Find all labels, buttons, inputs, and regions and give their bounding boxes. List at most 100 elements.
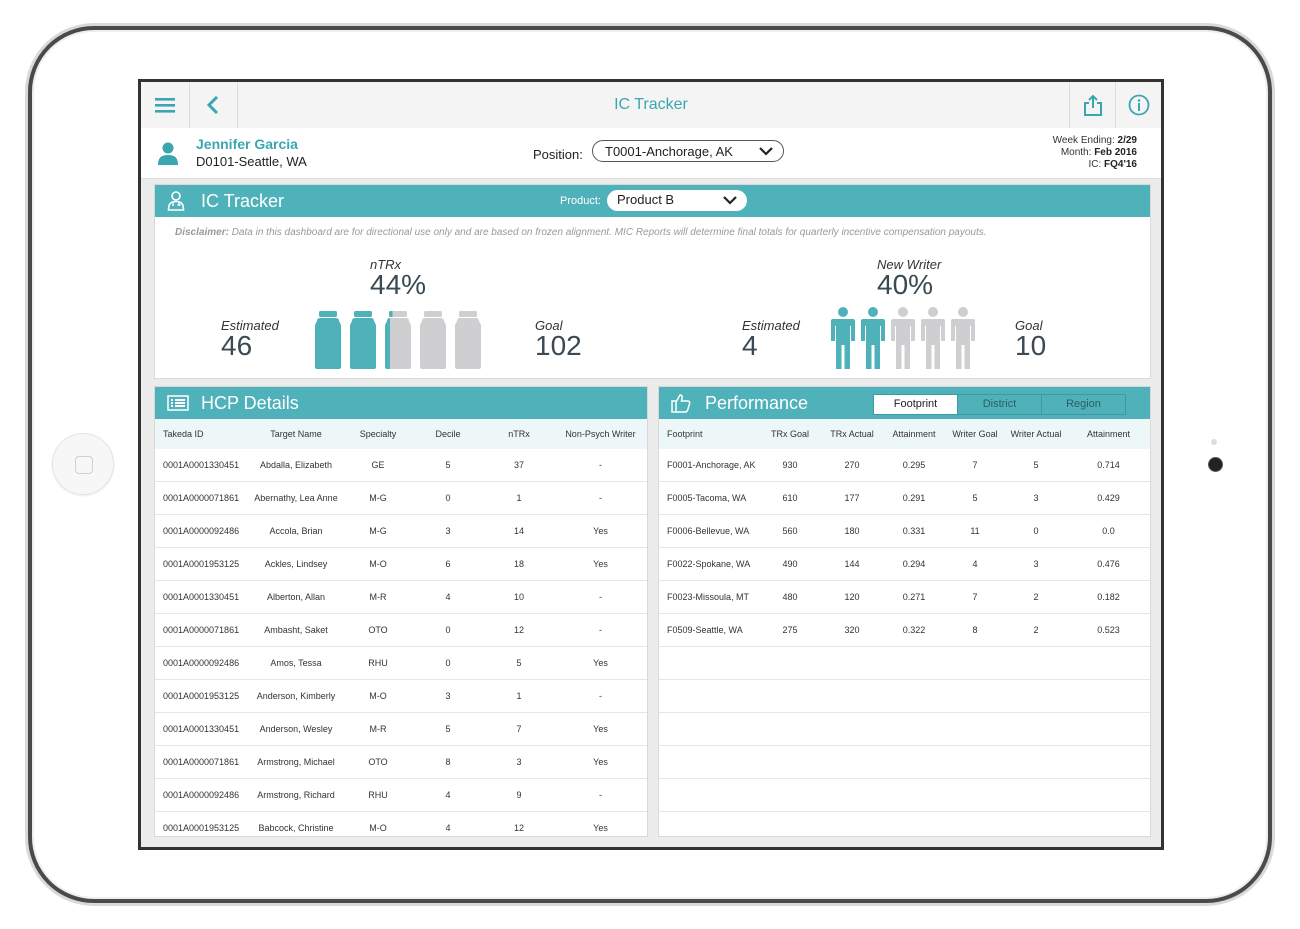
hcp-row[interactable]: 0001A0000071861 Ambasht, Saket OTO 0 12- — [155, 613, 647, 647]
ntrx-label: nTRx — [370, 257, 402, 272]
column-header[interactable]: Attainment — [883, 419, 945, 449]
ic-tracker-header: IC Tracker Product: Product B — [155, 185, 1150, 217]
tab-footprint[interactable]: Footprint — [874, 395, 957, 414]
table-cell: - — [554, 481, 647, 515]
performance-row[interactable]: F0005-Tacoma, WA 610 177 0.291 5 3 0.429 — [659, 481, 1150, 515]
hcp-row[interactable]: 0001A0000071861 Abernathy, Lea Anne M-G 0 1- — [155, 481, 647, 515]
hcp-row[interactable]: 0001A0001953125 Anderson, Kimberly M-O 3 1- — [155, 679, 647, 713]
table-cell: - — [554, 580, 647, 614]
hcp-row[interactable]: 0001A0000071861 Armstrong, Michael OTO 8 3 Ye… — [155, 745, 647, 779]
person-icon — [831, 307, 855, 369]
column-header[interactable]: Non-Psych Writer — [554, 419, 647, 449]
share-icon — [1084, 94, 1102, 116]
sensor-dot — [1211, 439, 1217, 445]
top-bar: IC Tracker — [141, 82, 1161, 129]
menu-button[interactable] — [141, 82, 189, 128]
empty-row — [659, 811, 1150, 836]
hcp-row[interactable]: 0001A0001953125 Babcock, Christine M-O 4 12 Y… — [155, 811, 647, 836]
performance-title: Performance — [705, 393, 809, 413]
hcp-row[interactable]: 0001A0000092486 Accola, Brian M-G 3 14 Yes — [155, 514, 647, 548]
week-value: 2/29 — [1117, 135, 1137, 146]
empty-row — [659, 712, 1150, 746]
hcp-row[interactable]: 0001A0000092486 Amos, Tessa RHU 0 5 Yes — [155, 646, 647, 680]
share-button[interactable] — [1069, 82, 1117, 128]
empty-row — [659, 646, 1150, 680]
writer-people-gauge — [831, 307, 975, 369]
table-cell: F0023-Missoula, MT — [659, 580, 759, 614]
hcp-row[interactable]: 0001A0000092486 Armstrong, Richard RHU 4 9- — [155, 778, 647, 812]
hcp-row[interactable]: 0001A0001330451 Alberton, Allan M-R 4 10- — [155, 580, 647, 614]
ic-label: IC: — [1088, 159, 1102, 170]
table-cell: 5 — [1005, 449, 1067, 482]
app-screen: IC Tracker Jennifer Garcia D0101-Seattle… — [138, 79, 1164, 850]
table-cell: Anderson, Kimberly — [248, 679, 344, 713]
column-header[interactable]: Takeda ID — [155, 419, 248, 449]
column-header[interactable]: Writer Actual — [1005, 419, 1067, 449]
product-select[interactable]: Product B — [607, 190, 747, 211]
table-cell: 1 — [484, 679, 554, 713]
position-value: T0001-Anchorage, AK — [605, 144, 733, 159]
table-cell: Yes — [554, 811, 647, 836]
table-cell: 4 — [945, 547, 1005, 581]
column-header[interactable]: TRx Goal — [759, 419, 821, 449]
back-button[interactable] — [189, 82, 237, 128]
table-cell: - — [554, 449, 647, 482]
column-header[interactable]: Target Name — [248, 419, 344, 449]
table-cell: 12 — [484, 613, 554, 647]
empty-row — [659, 745, 1150, 779]
performance-row[interactable]: F0023-Missoula, MT 480 120 0.271 7 2 0.182 — [659, 580, 1150, 614]
table-cell: M-G — [344, 481, 412, 515]
info-button[interactable] — [1115, 82, 1161, 128]
performance-row[interactable]: F0001-Anchorage, AK 930 270 0.295 7 5 0.714 — [659, 449, 1150, 482]
table-cell: Ambasht, Saket — [248, 613, 344, 647]
table-cell: 0001A0001953125 — [155, 547, 248, 581]
column-header[interactable]: Attainment — [1067, 419, 1150, 449]
chevron-down-icon — [723, 196, 737, 205]
table-cell: 270 — [821, 449, 883, 482]
table-cell: 6 — [412, 547, 484, 581]
table-cell: Yes — [554, 745, 647, 779]
table-cell: 0.429 — [1067, 481, 1150, 515]
column-header[interactable]: Footprint — [659, 419, 759, 449]
table-cell: 0.331 — [883, 514, 945, 548]
table-cell: M-R — [344, 712, 412, 746]
ic-tracker-title: IC Tracker — [201, 191, 285, 211]
performance-row[interactable]: F0022-Spokane, WA 490 144 0.294 4 3 0.476 — [659, 547, 1150, 581]
position-select[interactable]: T0001-Anchorage, AK — [592, 140, 784, 162]
person-icon — [861, 307, 885, 369]
performance-row[interactable]: F0006-Bellevue, WA 560 180 0.331 11 0 0.0 — [659, 514, 1150, 548]
column-header[interactable]: Writer Goal — [945, 419, 1005, 449]
performance-row[interactable]: F0509-Seattle, WA 275 320 0.322 8 2 0.523 — [659, 613, 1150, 647]
hcp-row[interactable]: 0001A0001330451 Anderson, Wesley M-R 5 7 Yes — [155, 712, 647, 746]
hcp-row[interactable]: 0001A0001953125 Ackles, Lindsey M-O 6 18 Yes — [155, 547, 647, 581]
empty-cell — [659, 646, 1150, 680]
table-cell: 5 — [412, 712, 484, 746]
table-cell: 490 — [759, 547, 821, 581]
empty-cell — [659, 778, 1150, 812]
ntrx-estimated-label: Estimated — [221, 318, 279, 333]
ic-value: FQ4'16 — [1104, 159, 1137, 170]
ntrx-goal-label: Goal — [535, 318, 563, 333]
table-cell: 0001A0000071861 — [155, 613, 248, 647]
tab-district[interactable]: District — [957, 395, 1041, 414]
table-cell: 0001A0000092486 — [155, 514, 248, 548]
empty-row — [659, 679, 1150, 713]
column-header[interactable]: Specialty — [344, 419, 412, 449]
column-header[interactable]: TRx Actual — [821, 419, 883, 449]
table-cell: 0 — [1005, 514, 1067, 548]
writer-goal-label: Goal — [1015, 318, 1043, 333]
column-header[interactable]: Decile — [412, 419, 484, 449]
tab-region[interactable]: Region — [1041, 395, 1125, 414]
table-cell: 37 — [484, 449, 554, 482]
hcp-table-wrap: Takeda ID Target Name Specialty Decile nTRx N… — [155, 419, 647, 836]
table-cell: M-G — [344, 514, 412, 548]
column-header[interactable]: nTRx — [484, 419, 554, 449]
hcp-row[interactable]: 0001A0001330451 Abdalla, Elizabeth GE 5 37- — [155, 449, 647, 482]
table-cell: 0001A0001330451 — [155, 580, 248, 614]
home-button[interactable] — [52, 433, 114, 495]
table-cell: 144 — [821, 547, 883, 581]
table-cell: - — [554, 679, 647, 713]
table-cell: 1 — [484, 481, 554, 515]
table-cell: M-R — [344, 580, 412, 614]
info-icon — [1128, 94, 1150, 116]
